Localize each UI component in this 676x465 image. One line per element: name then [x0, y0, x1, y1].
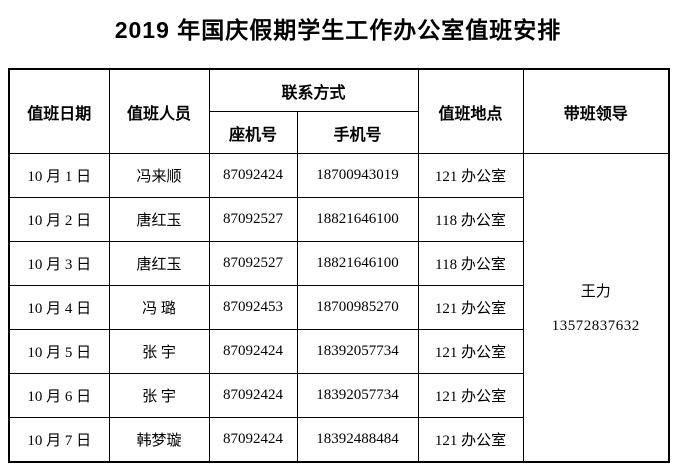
table-row: 10 月 2 日 唐红玉 87092527 18821646100 118 办公… [8, 197, 669, 242]
table-body: 10 月 1 日 冯来顺 87092424 18700943019 121 办公… [8, 153, 670, 463]
mobile-cell: 18821646100 [296, 241, 419, 286]
header-mobile: 手机号 [296, 111, 419, 154]
mobile-cell: 18700985270 [296, 285, 419, 330]
location-cell: 118 办公室 [417, 241, 524, 286]
person-cell: 张 宇 [108, 373, 210, 418]
mobile-cell: 18392488484 [296, 417, 419, 463]
landline-cell: 87092424 [208, 373, 298, 418]
date-cell: 10 月 5 日 [8, 329, 110, 374]
header-leader: 带班领导 [522, 68, 670, 154]
person-cell: 冯来顺 [108, 153, 210, 198]
person-cell: 张 宇 [108, 329, 210, 374]
landline-cell: 87092527 [208, 241, 298, 286]
leader-name: 王力 [580, 284, 611, 300]
mobile-cell: 18392057734 [296, 373, 419, 418]
leader-cell: 王力 13572837632 [522, 153, 670, 463]
header-duty-location: 值班地点 [417, 68, 524, 154]
table-row: 10 月 4 日 冯 璐 87092453 18700985270 121 办公… [8, 285, 669, 330]
mobile-cell: 18821646100 [296, 197, 419, 242]
location-cell: 121 办公室 [417, 285, 524, 330]
duty-table: 值班日期 值班人员 联系方式 值班地点 带班领导 座机号 手机号 10 月 1 … [8, 68, 671, 463]
landline-cell: 87092424 [208, 417, 298, 463]
location-cell: 121 办公室 [417, 373, 524, 418]
table-row: 10 月 5 日 张 宇 87092424 18392057734 121 办公… [8, 329, 669, 374]
table-row: 10 月 1 日 冯来顺 87092424 18700943019 121 办公… [8, 153, 670, 463]
header-row-2: 座机号 手机号 [9, 111, 669, 154]
header-row-1: 值班日期 值班人员 联系方式 值班地点 带班领导 [8, 68, 670, 154]
header-landline: 座机号 [208, 111, 298, 154]
person-cell: 韩梦璇 [108, 417, 210, 463]
landline-cell: 87092424 [208, 329, 298, 374]
person-cell: 唐红玉 [108, 241, 210, 286]
landline-cell: 87092527 [208, 197, 298, 242]
location-cell: 121 办公室 [417, 153, 524, 198]
header-contact: 联系方式 [208, 68, 419, 112]
date-cell: 10 月 4 日 [8, 285, 110, 330]
person-cell: 冯 璐 [108, 285, 210, 330]
landline-cell: 87092453 [208, 285, 298, 330]
table-row: 10 月 6 日 张 宇 87092424 18392057734 121 办公… [8, 373, 669, 418]
header-duty-date: 值班日期 [8, 68, 110, 154]
mobile-cell: 18392057734 [296, 329, 419, 374]
location-cell: 121 办公室 [417, 329, 524, 374]
table-row: 10 月 7 日 韩梦璇 87092424 18392488484 121 办公… [8, 417, 669, 463]
header-duty-person: 值班人员 [108, 68, 210, 154]
table-header: 值班日期 值班人员 联系方式 值班地点 带班领导 座机号 手机号 [8, 68, 670, 154]
date-cell: 10 月 2 日 [8, 197, 110, 242]
location-cell: 118 办公室 [417, 197, 524, 242]
location-cell: 121 办公室 [417, 417, 524, 463]
person-cell: 唐红玉 [108, 197, 210, 242]
date-cell: 10 月 6 日 [8, 373, 110, 418]
landline-cell: 87092424 [208, 153, 298, 198]
date-cell: 10 月 7 日 [8, 417, 110, 463]
date-cell: 10 月 3 日 [8, 241, 110, 286]
page-title: 2019 年国庆假期学生工作办公室值班安排 [114, 17, 562, 43]
date-cell: 10 月 1 日 [8, 153, 110, 198]
mobile-cell: 18700943019 [296, 153, 419, 198]
leader-phone: 13572837632 [551, 318, 640, 334]
table-row: 10 月 3 日 唐红玉 87092527 18821646100 118 办公… [8, 241, 669, 286]
